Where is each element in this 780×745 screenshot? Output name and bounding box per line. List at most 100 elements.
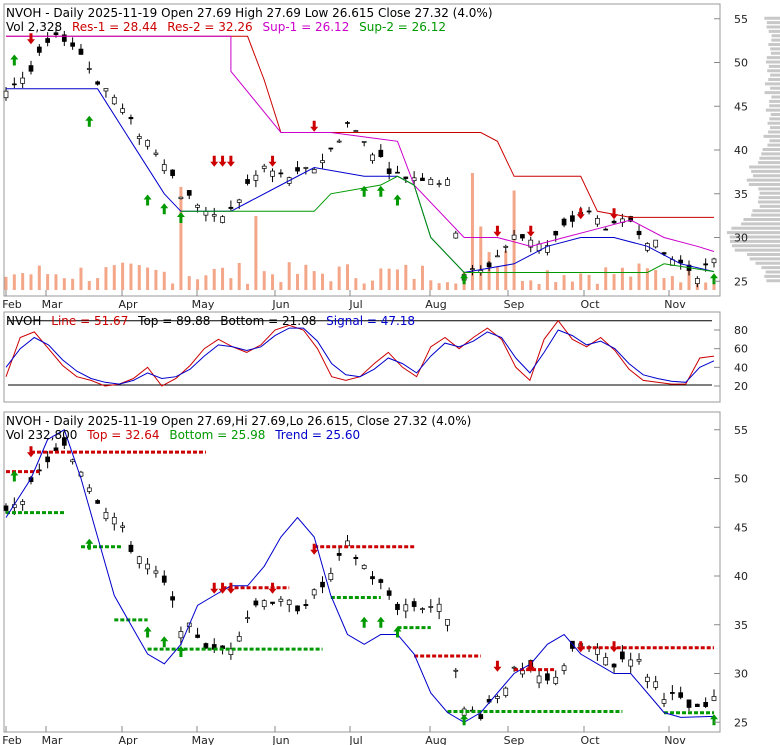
volume-bar: [321, 273, 325, 290]
buy-arrow-icon: [710, 273, 718, 285]
candle-body: [470, 268, 475, 270]
candle-body: [603, 657, 609, 666]
volume-bar: [420, 265, 424, 290]
p1-ytick-label-50: 50: [734, 57, 748, 70]
price-profile-bar: [752, 209, 780, 213]
volume-bar: [296, 273, 300, 290]
buy-arrow-icon: [176, 646, 185, 657]
candle-body: [136, 556, 142, 564]
volume-bar: [645, 268, 649, 290]
price-profile-bar: [734, 248, 780, 252]
candle-body: [353, 557, 359, 559]
panel3-frame: [3, 411, 721, 733]
svg-text:Vol 232,800 Top = 32.64: Vol 232,800 Top = 32.64 Bottom = 25.98 T…: [6, 428, 360, 442]
volume-bar: [512, 190, 516, 290]
price-profile-bar: [748, 183, 780, 186]
panel2-frame: [3, 311, 721, 403]
candle-body: [236, 636, 242, 642]
price-profile-bar: [769, 99, 780, 103]
volume-bar: [670, 276, 674, 290]
volume-bar: [262, 271, 266, 290]
sell-arrow-icon: [576, 641, 585, 653]
candle-body: [203, 210, 209, 216]
candle-body: [253, 600, 259, 606]
sell-arrow-icon: [210, 155, 219, 167]
candle-body: [336, 140, 342, 143]
volume-bar: [562, 275, 566, 290]
candle-body: [411, 601, 417, 607]
price-profile-bar: [769, 104, 780, 108]
volume-bar: [71, 278, 75, 290]
candle-body: [561, 665, 567, 671]
p2-ytick-label-60: 60: [734, 343, 748, 356]
p1-xtick-label-Apr: Apr: [118, 298, 138, 311]
panel3-bottom: Bottom = 25.98: [169, 428, 265, 442]
candle-body: [170, 596, 175, 601]
price-panel: 25 30 35 40 45 50 55 Feb Mar Apr May Jun Jul Aug Sep Oc…: [2, 13, 780, 311]
sell-arrow-icon: [576, 208, 585, 220]
volume-bar: [479, 226, 483, 290]
price-profile-bar: [770, 47, 780, 51]
candle-body: [628, 659, 634, 667]
candle-body: [678, 692, 684, 698]
price-profile-bar: [762, 148, 780, 151]
volume-bar: [137, 265, 141, 290]
volume-bar: [604, 267, 608, 290]
candle-body: [611, 663, 617, 668]
candle-body: [278, 598, 284, 602]
candle-body: [28, 65, 34, 72]
candle-body: [370, 154, 375, 162]
sell-arrow-icon: [610, 208, 619, 220]
candle-body: [503, 687, 509, 696]
candle-body: [295, 167, 300, 172]
candle-body: [145, 140, 150, 147]
buy-arrow-icon: [143, 194, 152, 206]
price-profile-bar: [761, 152, 780, 156]
candle-body: [561, 218, 567, 226]
volume-bar: [312, 271, 316, 290]
sell-arrow-icon: [226, 155, 235, 167]
candle-body: [386, 590, 392, 596]
p1-xtick-label-Mar: Mar: [42, 298, 63, 311]
volume-bar: [504, 250, 508, 290]
candle-body: [320, 581, 325, 588]
candle-body: [195, 204, 200, 208]
p3-xtick-label-Sep: Sep: [504, 734, 525, 745]
candle-body: [220, 216, 225, 223]
price-profile-bar: [767, 121, 780, 125]
candle-body: [120, 525, 125, 528]
price-profile-bar: [769, 139, 780, 143]
panel3-top: Top = 32.64: [86, 428, 159, 442]
price-profile-bar: [770, 73, 780, 77]
volume-bar: [96, 278, 100, 290]
buy-arrow-icon: [710, 714, 718, 726]
price-profile-bar: [766, 25, 780, 29]
candle-body: [370, 576, 375, 580]
candle-body: [3, 505, 9, 511]
price-profile-bar: [771, 34, 780, 38]
sell-arrow-icon: [226, 582, 235, 594]
price-profile-bar: [765, 270, 780, 274]
sup2-line: [180, 175, 715, 273]
p1-ytick-label-55: 55: [734, 13, 748, 26]
candle-body: [353, 130, 359, 132]
candle-body: [528, 239, 534, 248]
candle-body: [95, 81, 100, 85]
price-profile-bar: [768, 130, 780, 134]
volume-bar: [395, 269, 399, 290]
candle-body: [653, 681, 659, 688]
volume-bar: [587, 274, 591, 290]
p3-xtick-label-May: May: [192, 734, 215, 745]
candle-body: [361, 141, 367, 143]
price-profile-bar: [768, 64, 780, 68]
sell-arrow-icon: [310, 120, 319, 132]
price-profile-bar: [767, 69, 780, 73]
trend-line: [5, 429, 715, 723]
candle-body: [553, 676, 559, 684]
buy-arrow-icon: [376, 185, 385, 197]
candle-body: [120, 108, 125, 113]
price-profile-bar: [770, 51, 780, 55]
p3-ytick-label-25: 25: [734, 716, 748, 729]
price-profile-bar: [741, 222, 780, 226]
